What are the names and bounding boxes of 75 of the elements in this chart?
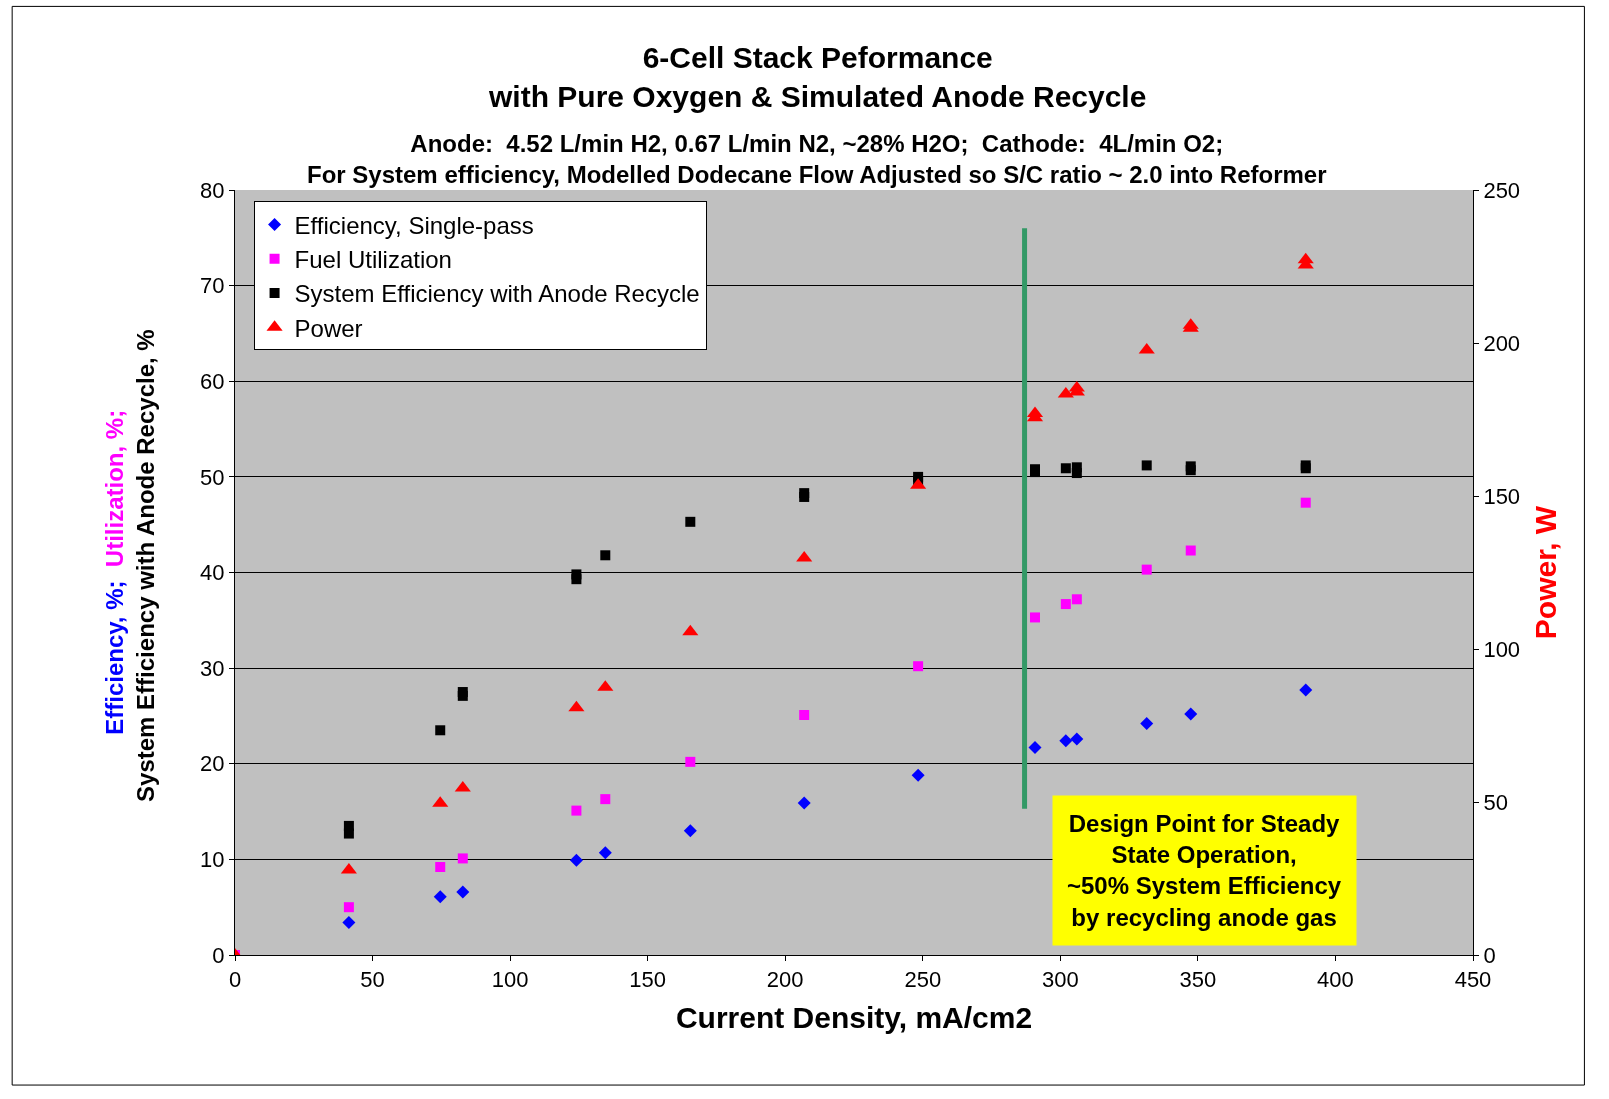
y-tick-label: 50 [200,464,225,490]
point [1300,497,1311,508]
legend-label: Efficiency, Single-pass [294,211,534,239]
point [435,862,446,873]
x-tick-label: 150 [629,967,667,993]
point [1070,732,1084,746]
point [1028,740,1042,754]
y-tick-label: 80 [200,177,225,203]
y2-tick-label: 150 [1483,483,1521,509]
annotation: Design Point for Steady State Operation, ~50% System Efficiency by recycling anode gas [1067,810,1342,931]
point [683,824,697,838]
y2-tick-label: 200 [1483,330,1521,356]
point [600,794,611,805]
point [797,796,811,810]
point [600,550,611,561]
y-tick-label: 10 [200,847,225,873]
point [342,915,356,929]
point [456,885,470,899]
point [1071,594,1082,605]
x-tick-label: 50 [360,967,385,993]
y-tick-label: 0 [212,942,225,968]
x-tick-label: 0 [228,967,242,993]
point [1060,463,1071,474]
x-tick-label: 350 [1179,967,1217,993]
point [913,661,924,672]
legend-label: System Efficiency with Anode Recycle [294,280,700,308]
y2-axis-title: Power, W [1528,505,1562,640]
y2-tick-label: 50 [1483,789,1508,815]
point [568,700,585,712]
point [433,890,447,904]
point [682,624,699,636]
y-tick-label: 40 [200,560,225,586]
x-tick-label: 400 [1317,967,1354,993]
point [685,516,696,527]
y-tick-label: 70 [200,273,225,299]
point [340,862,357,874]
point [1141,564,1152,575]
point [1030,612,1041,623]
x-tick-label: 450 [1454,967,1492,993]
point [1299,683,1313,697]
chart-subtitle: Anode: 4.52 L/min H2, 0.67 L/min N2, ~28% H2O; Cathode: 4L/min O2; For System efficiency, Modelled Dodecane Flow Adjusted so S/C ratio ~ 2.0 into Reformer [307,130,1327,189]
point [571,805,582,816]
point [1060,599,1071,610]
x-axis-title: Current Density, mA/cm2 [675,1000,1033,1034]
x-tick-label: 100 [491,967,529,993]
y2-tick-label: 100 [1483,636,1521,662]
point [1185,465,1196,476]
point [1141,460,1152,471]
y-tick-label: 60 [200,368,225,394]
y2-tick-label: 0 [1483,942,1496,968]
point [1185,545,1196,556]
point [343,828,354,839]
point [343,902,354,913]
point [799,709,810,720]
y-tick-label: 20 [200,751,225,777]
y-tick-label: 30 [200,655,225,681]
point [454,780,471,792]
x-tick-label: 300 [1041,967,1079,993]
point [569,853,583,867]
point [1184,707,1198,721]
point [685,756,696,767]
point [598,846,612,860]
point [911,768,925,782]
point [1140,717,1154,731]
x-tick-label: 200 [766,967,804,993]
point [1071,468,1082,479]
chart-title: 6-Cell Stack Peformance with Pure Oxygen & Simulated Anode Recycle [488,41,1147,113]
point [1059,734,1073,748]
legend-label: Power [294,314,363,342]
y2-tick-label: 250 [1483,177,1521,203]
legend-label: Fuel Utilization [294,246,452,274]
point [571,574,582,585]
point [435,725,446,736]
point [457,853,468,864]
x-tick-label: 250 [904,967,942,993]
